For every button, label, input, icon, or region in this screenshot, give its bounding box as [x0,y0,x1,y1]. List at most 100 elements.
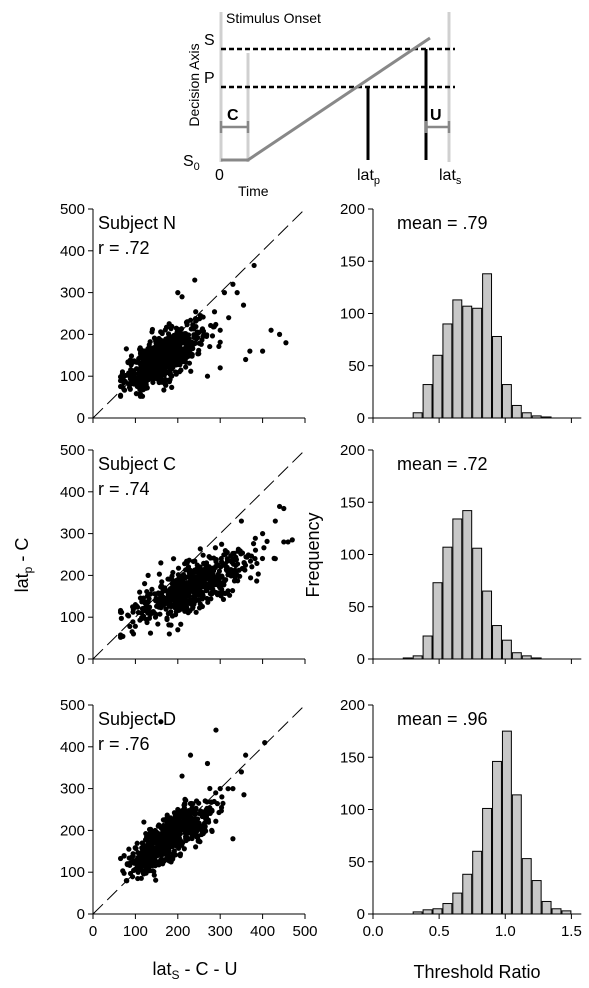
scatter-y-tick-label: 200 [60,567,85,584]
hist-y-tick-label: 200 [340,201,365,218]
scatter-point [241,792,247,798]
scatter-point [185,589,191,595]
scatter-point [170,556,177,562]
scatter-point [189,833,196,839]
scatter-point [187,800,194,807]
scatter-point [162,857,168,863]
scatter-point [153,341,160,347]
hist-bar [521,858,532,915]
scatter-point [179,294,185,300]
scatter-point [272,556,278,562]
level-p-label: P [204,70,215,87]
scatter-point [169,373,175,379]
diagram-xlabel: Time [238,183,269,199]
scatter-point [255,571,261,577]
scatter-point [147,630,154,636]
scatter-y-tick-label: 500 [60,442,85,459]
scatter-point [230,281,236,287]
scatter-point [176,342,182,348]
hist-bar [452,518,463,660]
scatter-point [207,581,213,587]
scatter-point [145,353,151,359]
scatter-point [152,857,158,863]
scatter-point [159,330,165,337]
scatter-point [197,589,203,595]
diagram-title: Stimulus Onset [226,10,321,26]
scatter-point [121,387,128,393]
scatter-point [156,571,162,577]
hist-y-tick-label: 100 [340,802,365,819]
scatter-point [198,584,204,590]
scatter-point [134,377,140,384]
diagram-ylabel: Decision Axis [186,43,202,126]
hist-y-tick-label: 0 [357,410,365,427]
scatter-point [164,819,170,826]
scatter-point [145,863,151,870]
hist-bar [531,415,542,419]
hist-bar [492,625,502,660]
scatter-point [205,567,211,573]
scatter-x-tick-label: 0 [89,923,97,940]
scatter-point [150,379,156,386]
hist-y-tick-label: 100 [340,306,365,323]
scatter-point [129,629,135,635]
scatter-point [187,567,193,573]
scatter-point [220,800,226,807]
scatter-point [149,329,155,335]
scatter-point [183,833,189,839]
scatter-point [264,538,270,544]
scatter-point [156,358,162,364]
scatter-point [193,609,199,615]
scatter-point [276,503,283,510]
scatter-point [164,616,170,623]
scatter-point [179,773,185,779]
scatter-point [138,354,144,360]
scatter-point [128,353,135,359]
scatter-point [208,596,214,602]
scatter-point [203,562,209,568]
hist-bar [422,909,433,915]
hist-d: 0 50 100 150 200 0.0 0.5 1.0 1.5 mean = .96 [340,697,582,940]
scatter-point [283,340,289,346]
scatter-point [191,808,197,814]
scatter-y-tick-label: 300 [60,285,85,302]
scatter-point [164,369,170,376]
scatter-point [213,727,219,733]
scatter-point [242,562,249,568]
scatter-point [165,576,171,582]
scatter-point [158,584,164,590]
scatter-x-axis-label: latS - C - U [152,959,237,982]
scatter-point [153,877,159,883]
scatter-y-tick-label: 200 [60,326,85,343]
scatter-point [192,277,198,283]
scatter-point [123,346,129,352]
scatter-point [190,324,196,330]
scatter-point [182,608,188,614]
hist-bar [452,299,463,419]
scatter-point [117,632,124,638]
scatter-point [173,325,179,331]
scatter-point [224,549,230,555]
scatter-point [139,382,145,388]
scatter-point [203,333,210,340]
scatter-point [213,563,219,570]
hist-y-tick-label: 200 [340,442,365,459]
hist-bar [551,908,562,915]
scatter-point [174,819,180,825]
scatter-point [139,615,145,621]
scatter-y-tick-label: 500 [60,201,85,218]
scatter-point [276,331,283,337]
r-label: r = .72 [98,238,150,258]
scatter-point [168,609,174,615]
scatter-point [182,567,189,573]
hist-y-tick-label: 150 [340,253,365,270]
scatter-point [165,345,171,351]
mean-label: mean = .96 [397,709,488,729]
hist-bar [452,892,463,915]
scatter-y-tick-label: 0 [77,651,85,668]
scatter-point [176,836,182,842]
scatter-point [133,391,139,397]
scatter-point [180,811,186,817]
scatter-point [181,805,188,811]
